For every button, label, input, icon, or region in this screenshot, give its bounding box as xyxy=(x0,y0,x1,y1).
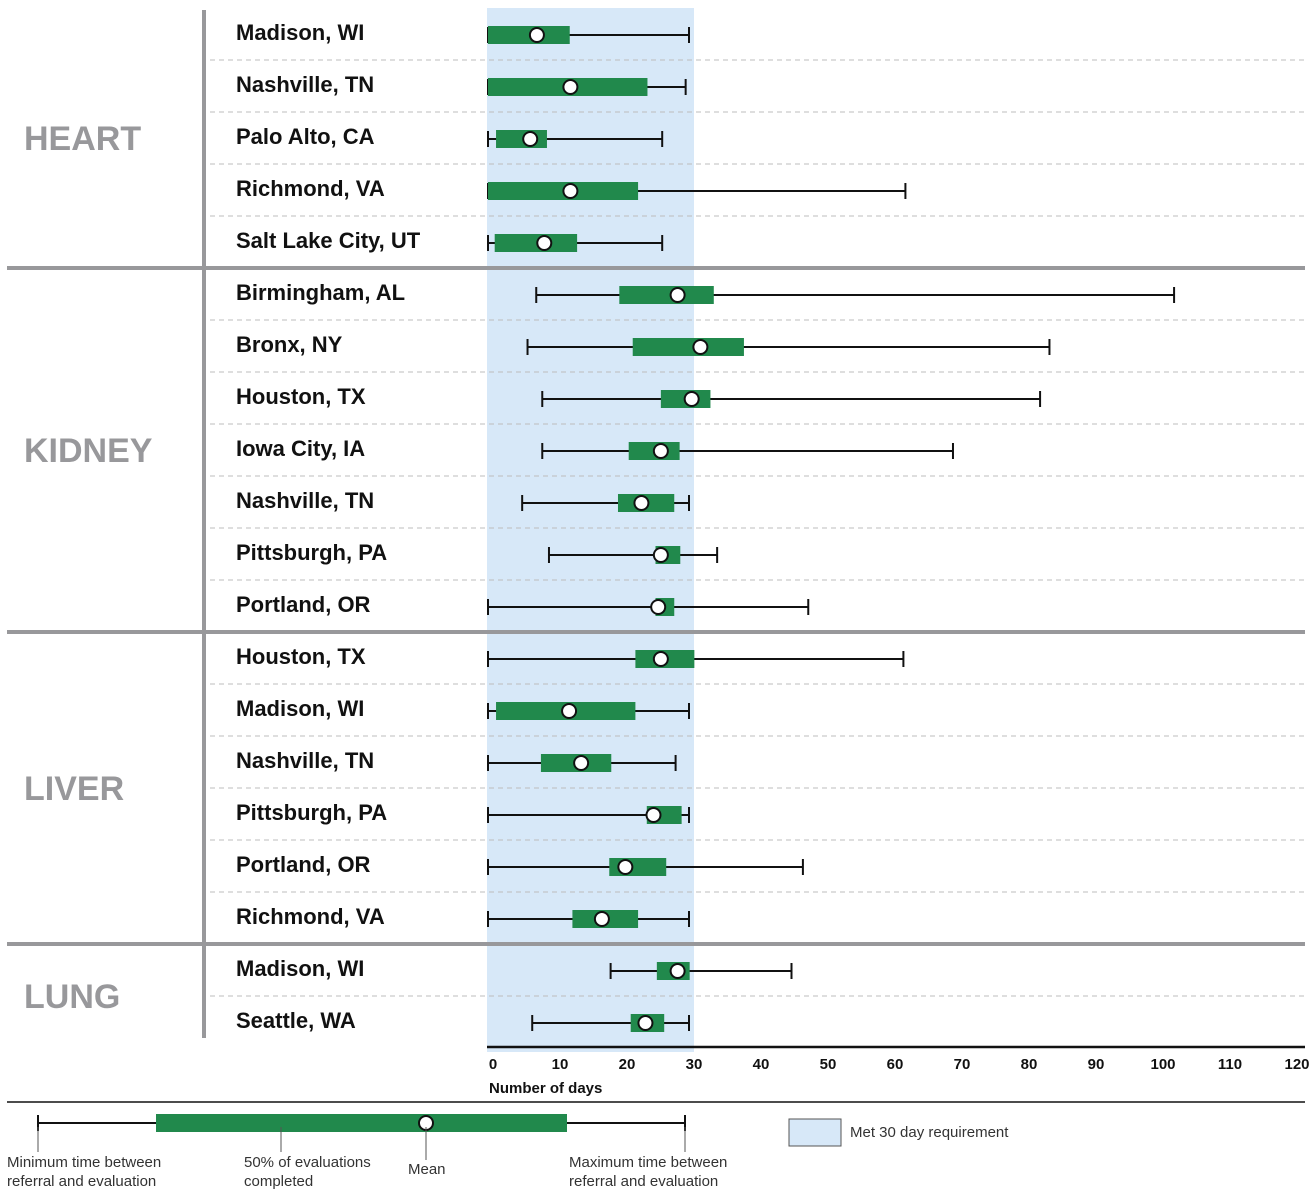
iqr-box xyxy=(619,286,714,304)
mean-marker xyxy=(561,703,578,719)
table-row: Seattle, WA xyxy=(236,1008,690,1033)
table-row: Madison, WI xyxy=(236,20,690,45)
site-label: Richmond, VA xyxy=(236,176,385,201)
x-tick-label: 10 xyxy=(552,1056,569,1073)
site-label: Madison, WI xyxy=(236,696,364,721)
mean-marker xyxy=(637,1015,654,1031)
iqr-box xyxy=(632,338,744,356)
table-row: Portland, OR xyxy=(236,592,810,617)
site-label: Birmingham, AL xyxy=(236,280,405,305)
table-row: Nashville, TN xyxy=(236,72,687,97)
table-row: Houston, TX xyxy=(236,384,1042,409)
table-row: Pittsburgh, PA xyxy=(236,800,690,825)
table-row: Nashville, TN xyxy=(236,488,690,513)
site-label: Pittsburgh, PA xyxy=(236,540,387,565)
x-tick-label: 110 xyxy=(1218,1056,1242,1073)
table-row: Palo Alto, CA xyxy=(236,124,664,149)
mean-marker xyxy=(645,807,662,823)
mean-marker xyxy=(562,79,579,95)
mean-marker xyxy=(593,911,610,927)
x-tick-label: 100 xyxy=(1150,1056,1175,1073)
legend-box-label: 50% of evaluations completed xyxy=(244,1154,371,1190)
table-row: Houston, TX xyxy=(236,644,905,669)
mean-marker xyxy=(669,963,686,979)
mean-marker xyxy=(562,183,579,199)
site-label: Houston, TX xyxy=(236,384,366,409)
mean-marker xyxy=(573,755,590,771)
table-row: Birmingham, AL xyxy=(236,280,1176,305)
mean-marker xyxy=(652,443,669,459)
site-label: Nashville, TN xyxy=(236,488,374,513)
site-label: Portland, OR xyxy=(236,592,371,617)
x-tick-label: 120 xyxy=(1284,1056,1309,1073)
table-row: Richmond, VA xyxy=(236,176,907,201)
x-tick-label: 60 xyxy=(887,1056,904,1073)
x-tick-label: 70 xyxy=(954,1056,971,1073)
table-row: Pittsburgh, PA xyxy=(236,540,719,565)
x-axis-title: Number of days xyxy=(489,1080,602,1097)
data-rows: Madison, WI Nashville, TN Palo Alto, CA Ric… xyxy=(236,20,1176,1033)
site-label: Nashville, TN xyxy=(236,748,374,773)
legend-threshold-swatch xyxy=(788,1118,842,1147)
table-row: Madison, WI xyxy=(236,956,793,981)
mean-marker xyxy=(650,599,667,615)
mean-marker xyxy=(652,547,669,563)
site-label: Madison, WI xyxy=(236,20,364,45)
table-row: Richmond, VA xyxy=(236,904,690,929)
mean-marker xyxy=(692,339,709,355)
site-label: Iowa City, IA xyxy=(236,436,365,461)
legend-box xyxy=(156,1114,567,1132)
x-tick-label: 30 xyxy=(686,1056,703,1073)
site-label: Madison, WI xyxy=(236,956,364,981)
site-label: Pittsburgh, PA xyxy=(236,800,387,825)
table-row: Bronx, NY xyxy=(236,332,1051,357)
legend-max-label: Maximum time between referral and evaluat… xyxy=(569,1154,727,1190)
x-tick-label: 20 xyxy=(619,1056,636,1073)
legend: Minimum time between referral and evaluat… xyxy=(7,1101,1305,1190)
group-label: LUNG xyxy=(24,978,120,1016)
site-label: Portland, OR xyxy=(236,852,371,877)
mean-marker xyxy=(528,27,545,43)
table-row: Madison, WI xyxy=(236,696,690,721)
x-axis: 0 10 20 30 40 50 60 70 80 90 100 110 120 Number of da… xyxy=(487,1045,1309,1097)
x-tick-label: 80 xyxy=(1021,1056,1038,1073)
table-row: Iowa City, IA xyxy=(236,436,954,461)
table-row: Nashville, TN xyxy=(236,748,677,773)
site-label: Salt Lake City, UT xyxy=(236,228,421,253)
mean-marker xyxy=(536,235,553,251)
mean-marker xyxy=(522,131,539,147)
site-label: Nashville, TN xyxy=(236,72,374,97)
mean-marker xyxy=(617,859,634,875)
row-dividers xyxy=(210,59,1305,997)
threshold-band xyxy=(487,8,694,1052)
x-tick-label: 40 xyxy=(753,1056,770,1073)
site-label: Bronx, NY xyxy=(236,332,343,357)
x-tick-label: 50 xyxy=(820,1056,837,1073)
table-row: Portland, OR xyxy=(236,852,804,877)
iqr-box xyxy=(494,234,578,252)
group-label: HEART xyxy=(24,120,141,158)
group-sections: HEART KIDNEY LIVER LUNG xyxy=(7,10,1305,1038)
mean-marker xyxy=(683,391,700,407)
x-tick-label: 90 xyxy=(1088,1056,1105,1073)
site-label: Seattle, WA xyxy=(236,1008,356,1033)
iqr-box xyxy=(488,26,570,44)
site-label: Palo Alto, CA xyxy=(236,124,375,149)
iqr-box xyxy=(496,130,547,148)
group-label: LIVER xyxy=(24,770,124,808)
mean-marker xyxy=(652,651,669,667)
site-label: Richmond, VA xyxy=(236,904,385,929)
site-label: Houston, TX xyxy=(236,644,366,669)
group-label: KIDNEY xyxy=(24,432,153,470)
legend-min-label: Minimum time between referral and evaluat… xyxy=(7,1154,161,1190)
x-tick-label: 0 xyxy=(489,1056,497,1073)
mean-marker xyxy=(669,287,686,303)
table-row: Salt Lake City, UT xyxy=(236,228,664,253)
mean-marker xyxy=(633,495,650,511)
legend-threshold-label: Met 30 day requirement xyxy=(850,1124,1009,1141)
legend-mean-label: Mean xyxy=(408,1161,446,1178)
